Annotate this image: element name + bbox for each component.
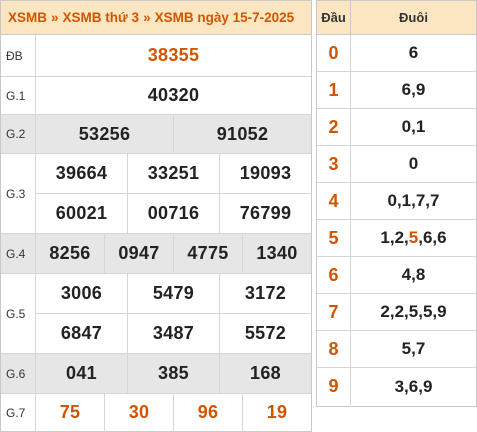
- loto-head: 6: [317, 257, 351, 293]
- breadcrumb-xsmb[interactable]: XSMB: [8, 10, 48, 25]
- loto-tail: 2,2,5,5,9: [380, 302, 447, 321]
- prize-number: 30: [104, 394, 173, 431]
- prize-row-db: ĐB 38355: [1, 35, 311, 77]
- loto-head: 3: [317, 146, 351, 182]
- prize-number: 33251: [127, 154, 219, 193]
- prize-number: 39664: [55, 163, 108, 183]
- loto-tail: 4,8: [401, 265, 426, 284]
- prize-row-g2: G.2 53256 91052: [1, 115, 311, 154]
- prize-number: 4775: [173, 234, 242, 273]
- loto-row: 0 6: [317, 35, 476, 72]
- prize-number: 60021: [55, 203, 108, 223]
- loto-tail: 0,1,7,7: [387, 191, 440, 210]
- loto-head: 1: [317, 72, 351, 108]
- prize-number: 91052: [173, 115, 311, 153]
- loto-head-label: Đầu: [317, 1, 351, 34]
- loto-table: Đầu Đuôi 0 6 1 6,9 2 0,1 3 0 4 0,1,7,7 5…: [316, 0, 477, 407]
- loto-tail: 3,6,9: [394, 376, 433, 396]
- prize-number: 168: [219, 354, 311, 393]
- prize-number: 96: [173, 394, 242, 431]
- prize-number: 3172: [219, 274, 311, 313]
- loto-row: 1 6,9: [317, 72, 476, 109]
- loto-row: 5 1,2, 5,6,6: [317, 220, 476, 257]
- loto-head: 9: [317, 368, 351, 405]
- breadcrumb-xsmb-weekday[interactable]: XSMB thứ 3: [62, 10, 140, 25]
- results-table: XSMB » XSMB thứ 3 » XSMB ngày 15-7-2025 …: [0, 0, 312, 432]
- loto-head: 0: [317, 35, 351, 71]
- prize-number: 76799: [219, 194, 311, 233]
- prize-row-g4: G.4 8256 0947 4775 1340: [1, 234, 311, 274]
- prize-number: 53256: [78, 123, 131, 144]
- prize-number: 5572: [219, 314, 311, 353]
- prize-label: G.4: [1, 234, 36, 273]
- prize-number: 75: [59, 402, 81, 422]
- loto-row: 4 0,1,7,7: [317, 183, 476, 220]
- prize-label: G.7: [1, 394, 36, 431]
- loto-tail-label: Đuôi: [399, 10, 428, 25]
- prize-number: 385: [127, 354, 219, 393]
- loto-row: 3 0: [317, 146, 476, 183]
- loto-tail-part: ,6,6: [418, 228, 447, 247]
- prize-number: 3487: [127, 314, 219, 353]
- prize-number: 6847: [60, 323, 103, 343]
- prize-label: G.3: [1, 154, 36, 233]
- breadcrumb-separator: »: [51, 10, 59, 25]
- prize-number: 00716: [127, 194, 219, 233]
- prize-number: 041: [66, 363, 97, 383]
- prize-row-g6: G.6 041 385 168: [1, 354, 311, 394]
- loto-row: 9 3,6,9: [317, 368, 476, 405]
- loto-header: Đầu Đuôi: [317, 1, 476, 35]
- breadcrumb-xsmb-date[interactable]: XSMB ngày 15-7-2025: [154, 10, 295, 25]
- loto-head: 5: [317, 220, 351, 256]
- prize-number: 8256: [49, 243, 91, 263]
- prize-number: 5479: [127, 274, 219, 313]
- loto-row: 2 0,1: [317, 109, 476, 146]
- prize-label: G.1: [1, 77, 36, 114]
- loto-tail: 5,7: [401, 339, 426, 358]
- loto-tail: 0,1: [401, 117, 426, 136]
- loto-tail-special-digit: 5: [408, 228, 419, 247]
- loto-row: 8 5,7: [317, 331, 476, 368]
- prize-row-g7: G.7 75 30 96 19: [1, 394, 311, 431]
- loto-tail: 6,9: [401, 80, 426, 99]
- prize-number: 40320: [147, 85, 200, 105]
- prize-number-special: 38355: [147, 45, 200, 65]
- prize-number: 3006: [60, 283, 103, 303]
- prize-number: 19093: [219, 154, 311, 193]
- breadcrumb-separator: »: [143, 10, 151, 25]
- prize-number: 0947: [104, 234, 173, 273]
- loto-head: 7: [317, 294, 351, 330]
- loto-head: 8: [317, 331, 351, 367]
- prize-number: 1340: [242, 234, 311, 273]
- breadcrumb: XSMB » XSMB thứ 3 » XSMB ngày 15-7-2025: [1, 1, 311, 35]
- prize-number: 19: [242, 394, 311, 431]
- loto-tail: 1,2, 5,6,6: [351, 220, 476, 256]
- prize-label: ĐB: [1, 35, 36, 76]
- loto-tail-part: 1,2,: [380, 228, 409, 247]
- prize-row-g1: G.1 40320: [1, 77, 311, 115]
- prize-label: G.6: [1, 354, 36, 393]
- prize-label: G.2: [1, 115, 36, 153]
- prize-row-g5: G.5 3006 5479 3172 6847 3487 5572: [1, 274, 311, 354]
- loto-head: 2: [317, 109, 351, 145]
- loto-tail: 0: [408, 154, 419, 173]
- loto-row: 7 2,2,5,5,9: [317, 294, 476, 331]
- prize-label: G.5: [1, 274, 36, 353]
- loto-tail: 6: [408, 43, 419, 62]
- prize-row-g3: G.3 39664 33251 19093 60021 00716 76799: [1, 154, 311, 234]
- loto-row: 6 4,8: [317, 257, 476, 294]
- loto-head: 4: [317, 183, 351, 219]
